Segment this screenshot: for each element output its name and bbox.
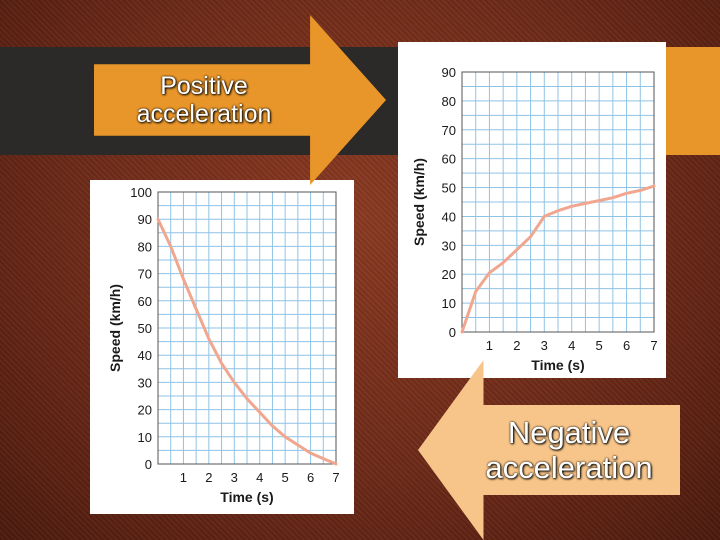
- negative-y-tick-label: 30: [138, 375, 152, 390]
- negative-y-tick-label: 60: [138, 294, 152, 309]
- positive-y-axis-label: Speed (km/h): [411, 158, 427, 246]
- negative-acceleration-chart: 0 10 20 30 40 50 60 70 80 90 100 1 2 3 4 5 6 7 Time (s) Spe…: [107, 185, 340, 505]
- positive-y-tick-label: 10: [442, 296, 456, 311]
- negative-x-tick-label: 4: [256, 470, 263, 485]
- negative-y-tick-label: 80: [138, 239, 152, 254]
- negative-plot-frame: [157, 191, 337, 465]
- positive-x-tick-label: 6: [623, 338, 630, 353]
- orange-banner-accent: [666, 47, 720, 155]
- negative-series-line: [156, 217, 338, 466]
- positive-y-tick-label: 30: [442, 238, 456, 253]
- positive-y-tick-label: 50: [442, 181, 456, 196]
- negative-y-tick-label: 40: [138, 348, 152, 363]
- negative-y-tick-label: 50: [138, 321, 152, 336]
- negative-x-tick-label: 7: [332, 470, 339, 485]
- negative-y-tick-label: 0: [145, 457, 152, 472]
- negative-x-tick-label: 5: [282, 470, 289, 485]
- positive-y-tick-label: 0: [449, 325, 456, 340]
- positive-x-tick-label: 4: [568, 338, 575, 353]
- negative-chart-panel: 0 10 20 30 40 50 60 70 80 90 100 1 2 3 4 5 6 7 Time (s) Spe…: [90, 180, 354, 514]
- negative-y-tick-label: 100: [130, 185, 152, 200]
- negative-acceleration-arrow: Negative acceleration: [418, 360, 680, 540]
- positive-y-tick-label: 90: [442, 65, 456, 80]
- positive-acceleration-label: Positive acceleration: [94, 64, 314, 136]
- negative-y-tick-label: 70: [138, 267, 152, 282]
- positive-y-tick-label: 40: [442, 209, 456, 224]
- positive-plot-frame: [461, 71, 655, 333]
- positive-y-tick-label: 80: [442, 94, 456, 109]
- negative-y-tick-label: 20: [138, 403, 152, 418]
- positive-acceleration-arrow: Positive acceleration: [94, 15, 386, 185]
- positive-y-tick-label: 70: [442, 123, 456, 138]
- negative-x-tick-label: 6: [307, 470, 314, 485]
- negative-y-tick-label: 90: [138, 212, 152, 227]
- negative-x-tick-label: 1: [180, 470, 187, 485]
- positive-y-tick-label: 20: [442, 267, 456, 282]
- positive-acceleration-chart: 0 10 20 30 40 50 60 70 80 90 1 2 3 4 5 6 7 Time (s) Speed …: [411, 65, 658, 373]
- negative-y-axis-label: Speed (km/h): [107, 284, 123, 372]
- positive-x-tick-label: 7: [650, 338, 657, 353]
- positive-x-axis-label: Time (s): [531, 357, 584, 373]
- positive-series-line: [460, 184, 656, 334]
- positive-x-tick-label: 2: [513, 338, 520, 353]
- positive-y-tick-label: 60: [442, 152, 456, 167]
- positive-acceleration-text: Positive acceleration: [136, 72, 272, 128]
- negative-acceleration-text: Negative acceleration: [485, 415, 653, 485]
- negative-x-tick-label: 2: [205, 470, 212, 485]
- negative-x-axis-label: Time (s): [220, 489, 273, 505]
- positive-x-tick-label: 3: [541, 338, 548, 353]
- positive-chart-panel: 0 10 20 30 40 50 60 70 80 90 1 2 3 4 5 6 7 Time (s) Speed …: [398, 42, 666, 378]
- positive-x-tick-label: 5: [596, 338, 603, 353]
- negative-y-tick-label: 10: [138, 430, 152, 445]
- positive-x-tick-label: 1: [486, 338, 493, 353]
- negative-x-tick-label: 3: [231, 470, 238, 485]
- negative-acceleration-label: Negative acceleration: [458, 408, 680, 494]
